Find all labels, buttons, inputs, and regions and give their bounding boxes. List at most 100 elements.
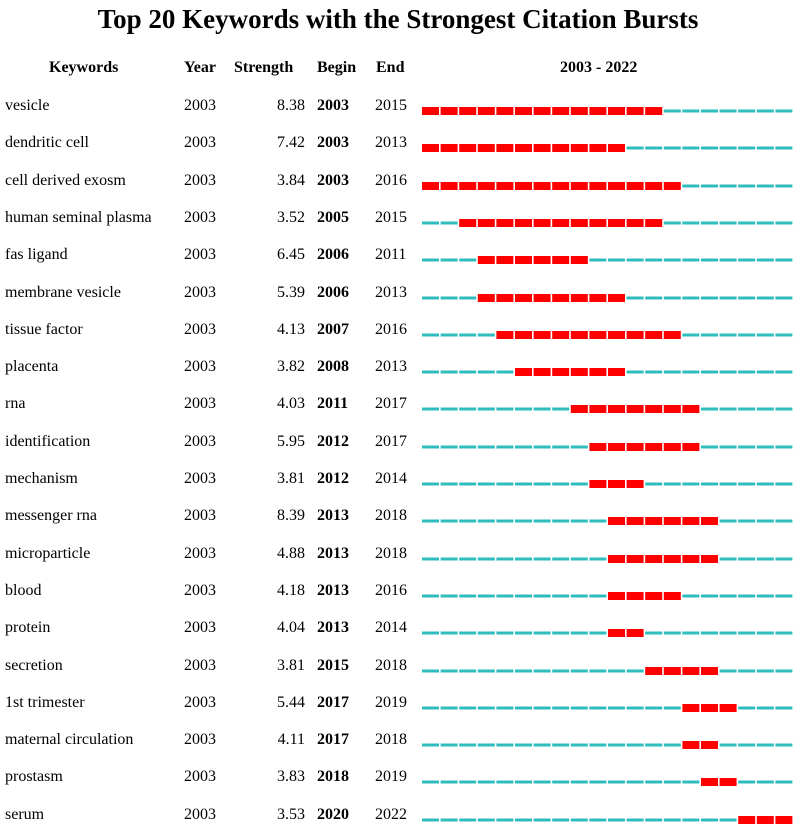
baseline-segment: [552, 407, 570, 411]
baseline-segment: [756, 743, 774, 747]
baseline-segment: [477, 333, 495, 337]
baseline-segment: [552, 780, 570, 784]
begin-year: 2012: [317, 433, 349, 450]
baseline-segment: [682, 631, 700, 635]
baseline-segment: [459, 818, 477, 822]
burst-segment: [477, 144, 495, 152]
baseline-segment: [552, 594, 570, 598]
burst-segment: [570, 144, 588, 152]
burst-segment: [701, 741, 718, 749]
burst-segment: [533, 331, 551, 339]
baseline-segment: [645, 146, 663, 150]
burst-segment: [719, 704, 737, 712]
baseline-segment: [422, 258, 439, 262]
baseline-segment: [496, 780, 514, 784]
baseline-segment: [440, 743, 458, 747]
keyword-label: mechanism: [5, 470, 78, 487]
begin-year: 2003: [317, 134, 349, 151]
burst-segment: [496, 182, 514, 190]
baseline-segment: [626, 743, 644, 747]
baseline-segment: [440, 557, 458, 561]
burst-segment: [663, 592, 681, 600]
baseline-segment: [756, 296, 774, 300]
burst-segment: [608, 331, 625, 339]
burst-segment: [422, 144, 439, 152]
strength-value: 4.18: [277, 582, 305, 599]
burst-segment: [552, 219, 570, 227]
end-year: 2019: [375, 768, 407, 785]
baseline-segment: [422, 706, 439, 710]
burst-segment: [533, 256, 551, 264]
burst-segment: [570, 107, 588, 115]
burst-segment: [589, 331, 607, 339]
baseline-segment: [775, 296, 793, 300]
baseline-segment: [552, 482, 570, 486]
baseline-segment: [719, 370, 737, 374]
keyword-label: vesicle: [5, 97, 50, 114]
baseline-segment: [477, 519, 495, 523]
baseline-segment: [682, 594, 700, 598]
baseline-segment: [626, 780, 644, 784]
year-value: 2003: [184, 619, 216, 636]
baseline-segment: [738, 258, 756, 262]
baseline-segment: [663, 221, 681, 225]
baseline-segment: [570, 780, 588, 784]
strength-value: 3.52: [277, 209, 305, 226]
baseline-segment: [756, 482, 774, 486]
burst-segment: [645, 182, 663, 190]
burst-segment: [608, 219, 625, 227]
strength-value: 4.04: [277, 619, 305, 636]
burst-segment: [626, 629, 644, 637]
baseline-segment: [663, 706, 681, 710]
burst-segment: [663, 667, 681, 675]
baseline-segment: [756, 519, 774, 523]
baseline-segment: [589, 706, 607, 710]
end-year: 2016: [375, 582, 407, 599]
baseline-segment: [701, 333, 718, 337]
begin-year: 2007: [317, 321, 349, 338]
baseline-segment: [589, 594, 607, 598]
baseline-segment: [459, 333, 477, 337]
baseline-segment: [422, 780, 439, 784]
year-value: 2003: [184, 97, 216, 114]
baseline-segment: [533, 557, 551, 561]
baseline-segment: [775, 258, 793, 262]
baseline-segment: [459, 669, 477, 673]
baseline-segment: [645, 706, 663, 710]
end-year: 2018: [375, 507, 407, 524]
begin-year: 2013: [317, 619, 349, 636]
baseline-segment: [496, 370, 514, 374]
baseline-segment: [422, 818, 439, 822]
baseline-segment: [422, 482, 439, 486]
baseline-segment: [719, 146, 737, 150]
keyword-label: secretion: [5, 657, 63, 674]
baseline-segment: [422, 221, 439, 225]
baseline-segment: [589, 743, 607, 747]
burst-segment: [608, 629, 625, 637]
baseline-segment: [533, 594, 551, 598]
baseline-segment: [663, 109, 681, 113]
baseline-segment: [496, 482, 514, 486]
baseline-segment: [719, 333, 737, 337]
burst-segment: [626, 443, 644, 451]
baseline-segment: [459, 594, 477, 598]
keyword-label: membrane vesicle: [5, 284, 121, 301]
burst-segment: [515, 256, 532, 264]
end-year: 2013: [375, 358, 407, 375]
burst-segment: [608, 182, 625, 190]
baseline-segment: [738, 780, 756, 784]
strength-value: 3.81: [277, 470, 305, 487]
strength-value: 4.03: [277, 395, 305, 412]
burst-segment: [496, 107, 514, 115]
baseline-segment: [682, 109, 700, 113]
baseline-segment: [552, 818, 570, 822]
burst-segment: [552, 294, 570, 302]
baseline-segment: [738, 631, 756, 635]
baseline-segment: [440, 818, 458, 822]
begin-year: 2012: [317, 470, 349, 487]
baseline-segment: [756, 407, 774, 411]
baseline-segment: [477, 445, 495, 449]
baseline-segment: [570, 482, 588, 486]
burst-segment: [626, 480, 644, 488]
baseline-segment: [775, 445, 793, 449]
